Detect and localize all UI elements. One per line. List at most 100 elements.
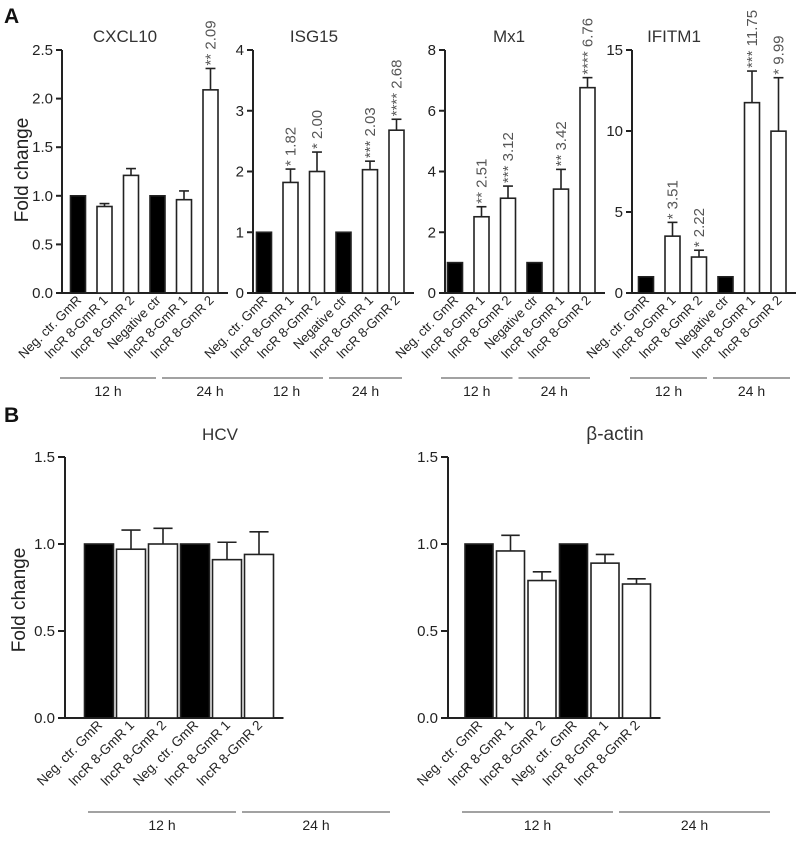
significance-annotation: * 9.99 (771, 35, 788, 74)
significance-annotation: * 1.82 (283, 127, 300, 166)
y-tick-label: 0.0 (417, 710, 438, 727)
y-tick-label: 4 (236, 42, 244, 59)
group-label: 12 h (655, 383, 682, 399)
bar (335, 231, 352, 294)
chart-title: HCV (202, 425, 239, 444)
y-tick-label: 5 (615, 204, 623, 221)
group-label: 12 h (463, 383, 490, 399)
bar (770, 130, 787, 294)
group-label: 24 h (302, 817, 329, 833)
group-label: 12 h (524, 817, 551, 833)
chart-title: β-actin (586, 424, 643, 445)
significance-annotation: ** 2.51 (474, 159, 491, 204)
bar (446, 261, 464, 294)
panel-label-b: B (4, 404, 19, 427)
significance-annotation: *** 2.03 (362, 107, 379, 158)
significance-annotation: * 2.22 (691, 208, 708, 247)
y-tick-label: 2.0 (32, 91, 53, 108)
chart-title: Mx1 (493, 27, 525, 46)
y-tick-label: 1.0 (34, 536, 55, 553)
significance-annotation: *** 3.12 (500, 132, 517, 183)
bar (147, 543, 179, 719)
y-tick-label: 2 (428, 224, 436, 241)
y-tick-label: 1.5 (32, 139, 53, 156)
bar (388, 129, 405, 294)
y-tick-label: 15 (606, 42, 623, 59)
bar (179, 543, 211, 719)
group-label: 24 h (196, 383, 223, 399)
panel-label-a: A (4, 5, 19, 28)
significance-annotation: ** 3.42 (553, 121, 570, 166)
y-tick-label: 0 (615, 285, 623, 302)
y-tick-label: 1.0 (32, 188, 53, 205)
group-label: 24 h (541, 383, 568, 399)
bar (202, 89, 219, 294)
y-tick-label: 1.0 (417, 536, 438, 553)
y-axis-label-a: Fold change (12, 118, 33, 223)
bar (122, 174, 140, 294)
y-tick-label: 2 (236, 164, 244, 181)
y-tick-label: 0.0 (32, 285, 53, 302)
bar (255, 231, 273, 294)
bar (590, 562, 620, 719)
y-tick-label: 0 (428, 285, 436, 302)
group-label: 24 h (681, 817, 708, 833)
bar (175, 198, 193, 294)
y-tick-label: 1.5 (34, 449, 55, 466)
bar (495, 550, 526, 719)
y-tick-label: 10 (606, 123, 623, 140)
bar (464, 543, 494, 719)
bar (308, 170, 326, 294)
bar (83, 543, 115, 719)
bar (473, 215, 490, 294)
y-tick-label: 6 (428, 103, 436, 120)
bar (743, 101, 761, 294)
bar (115, 548, 147, 719)
bar (96, 205, 113, 294)
bar (637, 275, 655, 294)
significance-annotation: ** 2.09 (203, 20, 220, 65)
bar (621, 583, 652, 719)
significance-annotation: * 2.00 (309, 110, 326, 149)
bar (690, 256, 708, 294)
y-tick-label: 1.5 (417, 449, 438, 466)
significance-annotation: *** 11.75 (744, 10, 761, 68)
y-axis-label-b: Fold change (9, 548, 30, 653)
chart-title: IFITM1 (647, 27, 701, 46)
significance-annotation: **** 2.68 (389, 60, 406, 117)
y-tick-label: 4 (428, 164, 436, 181)
y-tick-label: 1 (236, 224, 244, 241)
bar (526, 261, 543, 294)
group-label: 24 h (352, 383, 379, 399)
group-label: 12 h (273, 383, 300, 399)
bar (579, 86, 596, 294)
bar (211, 558, 243, 719)
y-tick-label: 0.5 (417, 623, 438, 640)
significance-annotation: * 3.51 (665, 180, 682, 219)
bar (552, 188, 570, 294)
bar (527, 579, 557, 719)
bar (282, 181, 299, 294)
bar (69, 195, 87, 294)
bar (664, 235, 681, 294)
bar (149, 195, 166, 294)
y-tick-label: 2.5 (32, 42, 53, 59)
chart-title: ISG15 (290, 27, 338, 46)
bar (243, 553, 275, 719)
bar (558, 543, 589, 719)
y-tick-label: 0.5 (32, 236, 53, 253)
group-label: 12 h (94, 383, 121, 399)
group-label: 24 h (738, 383, 765, 399)
bar (717, 275, 734, 294)
y-tick-label: 0 (236, 285, 244, 302)
y-tick-label: 3 (236, 103, 244, 120)
bar (499, 197, 517, 294)
chart-title: CXCL10 (93, 27, 157, 46)
y-tick-label: 0.0 (34, 710, 55, 727)
